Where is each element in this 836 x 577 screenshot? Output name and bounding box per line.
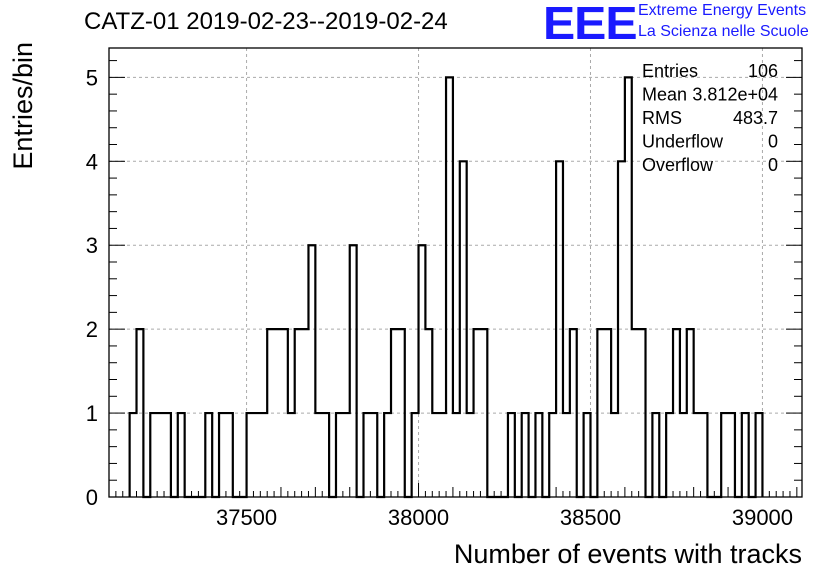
stats-box: Entries 106 Mean 3.812e+04 RMS 483.7 Underflow… (642, 61, 778, 175)
histogram-bin (315, 413, 322, 497)
histogram-bin (632, 329, 639, 497)
histogram-bin (439, 413, 446, 497)
stats-label: Overflow (642, 155, 714, 175)
histogram-bin (453, 413, 460, 497)
histogram-bin (432, 413, 439, 497)
x-tick-label: 38500 (560, 505, 621, 530)
histogram-bin (611, 413, 618, 497)
y-tick-label: 3 (86, 233, 98, 258)
histogram-bin (274, 329, 281, 497)
histogram-bin (288, 413, 295, 497)
stats-label: Mean (642, 85, 687, 105)
y-tick-label: 2 (86, 317, 98, 342)
histogram-bin (563, 413, 570, 497)
stats-value: 0 (768, 132, 778, 152)
y-axis-label: Entries/bin (8, 42, 38, 170)
chart-title: CATZ-01 2019-02-23--2019-02-24 (84, 8, 448, 35)
y-tick-label: 1 (86, 401, 98, 426)
stats-value: 106 (748, 61, 778, 81)
histogram-bin (302, 329, 309, 497)
x-tick-label: 38000 (388, 505, 449, 530)
x-tick-label: 39000 (732, 505, 793, 530)
histogram-bin (680, 413, 687, 497)
histogram-bin (467, 413, 474, 497)
histogram-outline (128, 76, 764, 499)
histogram-bins (128, 76, 764, 499)
stats-value: 3.812e+04 (692, 85, 778, 105)
stats-label: Underflow (642, 132, 724, 152)
eee-logo-mark: EEE (543, 0, 638, 49)
y-tick-label: 5 (86, 65, 98, 90)
stats-value: 0 (768, 155, 778, 175)
plot-frame (108, 47, 803, 498)
axis-ticks: 37500 38000 38500 39000 0 1 2 3 4 5 (86, 60, 802, 530)
histogram-bin (260, 413, 267, 497)
logo-tagline-2: La Scienza nelle Scuole (638, 23, 809, 40)
logo-tagline-1: Extreme Energy Events (638, 2, 807, 19)
x-tick-label: 37500 (216, 505, 277, 530)
stats-label: Entries (642, 61, 698, 81)
stats-value: 483.7 (733, 108, 778, 128)
histogram-bin (694, 413, 701, 497)
histogram-bin (343, 413, 350, 497)
plot-border (108, 47, 803, 498)
histogram-bin (253, 413, 260, 497)
stats-label: RMS (642, 108, 682, 128)
histogram-bin (157, 413, 164, 497)
x-axis-label: Number of events with tracks (454, 539, 802, 569)
y-tick-label: 0 (86, 485, 98, 510)
y-tick-label: 4 (86, 149, 98, 174)
